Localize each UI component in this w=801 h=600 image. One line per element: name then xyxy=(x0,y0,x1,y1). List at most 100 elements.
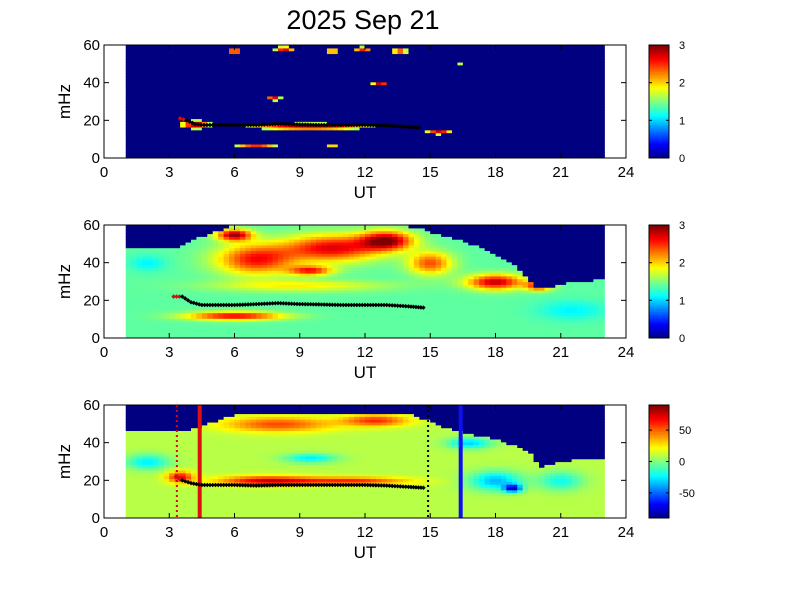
heatmap-cell xyxy=(223,59,230,63)
heatmap-cell xyxy=(381,93,388,97)
heatmap-cell xyxy=(490,121,497,125)
heatmap-cell xyxy=(152,81,159,86)
heatmap-cell xyxy=(381,59,388,63)
heatmap-cell xyxy=(272,50,279,55)
heatmap-cell xyxy=(278,227,285,232)
heatmap-cell xyxy=(196,78,203,83)
heatmap-cell xyxy=(549,67,556,72)
heatmap-cell xyxy=(587,115,594,120)
heatmap-cell xyxy=(261,321,268,325)
heatmap-cell xyxy=(169,107,176,111)
colorbar-swatch xyxy=(649,90,669,94)
heatmap-cell xyxy=(462,112,469,117)
heatmap-cell xyxy=(511,78,518,83)
heatmap-cell xyxy=(441,50,448,55)
heatmap-cell xyxy=(316,149,323,153)
heatmap-cell xyxy=(136,73,143,77)
heatmap-cell xyxy=(185,309,192,314)
heatmap-cell xyxy=(163,104,170,108)
heatmap-cell xyxy=(522,129,529,134)
heatmap-cell xyxy=(196,109,203,114)
heatmap-cell xyxy=(528,135,535,139)
heatmap-cell xyxy=(125,141,132,145)
heatmap-cell xyxy=(397,132,404,136)
heatmap-cell xyxy=(136,275,143,280)
heatmap-cell xyxy=(180,56,187,60)
heatmap-cell xyxy=(359,143,366,148)
heatmap-cell xyxy=(528,149,535,153)
heatmap-cell xyxy=(223,247,230,252)
heatmap-cell xyxy=(245,149,252,153)
heatmap-cell xyxy=(147,98,154,103)
heatmap-cell xyxy=(207,115,214,120)
heatmap-cell xyxy=(245,329,252,333)
heatmap-cell xyxy=(441,53,448,57)
heatmap-cell xyxy=(131,138,138,142)
heatmap-cell xyxy=(582,87,589,91)
heatmap-cell xyxy=(261,239,268,243)
heatmap-cell xyxy=(250,118,257,122)
heatmap-cell xyxy=(375,87,382,91)
heatmap-cell xyxy=(131,45,138,49)
heatmap-cell xyxy=(278,98,285,103)
heatmap-cell xyxy=(196,56,203,60)
heatmap-cell xyxy=(125,264,132,268)
heatmap-cell xyxy=(316,143,323,148)
heatmap-cell xyxy=(473,84,480,88)
heatmap-cell xyxy=(191,78,198,83)
heatmap-cell xyxy=(310,78,317,83)
heatmap-cell xyxy=(500,73,507,77)
heatmap-cell xyxy=(413,67,420,72)
heatmap-cell xyxy=(239,321,246,325)
heatmap-cell xyxy=(348,95,355,100)
heatmap-cell xyxy=(495,93,502,97)
heatmap-cell xyxy=(207,143,214,148)
heatmap-cell xyxy=(234,287,241,291)
heatmap-cell xyxy=(180,301,187,305)
heatmap-cell xyxy=(375,107,382,111)
heatmap-cell xyxy=(234,45,241,49)
heatmap-cell xyxy=(229,309,236,314)
heatmap-cell xyxy=(337,152,344,156)
heatmap-cell xyxy=(229,121,236,125)
heatmap-cell xyxy=(533,104,540,108)
heatmap-cell xyxy=(479,101,486,105)
heatmap-cell xyxy=(196,138,203,142)
heatmap-cell xyxy=(250,230,257,235)
colorbar-swatch xyxy=(649,57,669,60)
heatmap-cell xyxy=(598,115,605,120)
heatmap-cell xyxy=(299,67,306,72)
heatmap-cell xyxy=(152,323,159,328)
heatmap-cell xyxy=(158,101,165,105)
heatmap-cell xyxy=(408,64,415,69)
heatmap-cell xyxy=(359,152,366,156)
heatmap-cell xyxy=(218,321,225,325)
heatmap-cell xyxy=(158,50,165,55)
heatmap-cell xyxy=(299,107,306,111)
heatmap-cell xyxy=(169,112,176,117)
heatmap-cell xyxy=(500,118,507,122)
heatmap-cell xyxy=(332,155,339,158)
heatmap-cell xyxy=(191,230,198,235)
heatmap-cell xyxy=(212,256,219,260)
heatmap-cell xyxy=(158,84,165,88)
heatmap-cell xyxy=(136,47,143,52)
heatmap-cell xyxy=(386,78,393,83)
heatmap-cell xyxy=(305,61,312,66)
heatmap-cell xyxy=(294,289,301,294)
heatmap-cell xyxy=(479,138,486,142)
heatmap-cell xyxy=(484,107,491,111)
heatmap-cell xyxy=(261,87,268,91)
heatmap-cell xyxy=(131,101,138,105)
heatmap-cell xyxy=(212,141,219,145)
heatmap-cell xyxy=(522,149,529,153)
heatmap-cell xyxy=(517,45,524,49)
heatmap-cell xyxy=(185,59,192,63)
heatmap-cell xyxy=(147,281,154,285)
heatmap-cell xyxy=(185,135,192,139)
heatmap-cell xyxy=(397,90,404,94)
heatmap-cell xyxy=(283,59,290,63)
heatmap-cell xyxy=(593,81,600,86)
heatmap-cell xyxy=(131,261,138,266)
heatmap-cell xyxy=(169,45,176,49)
